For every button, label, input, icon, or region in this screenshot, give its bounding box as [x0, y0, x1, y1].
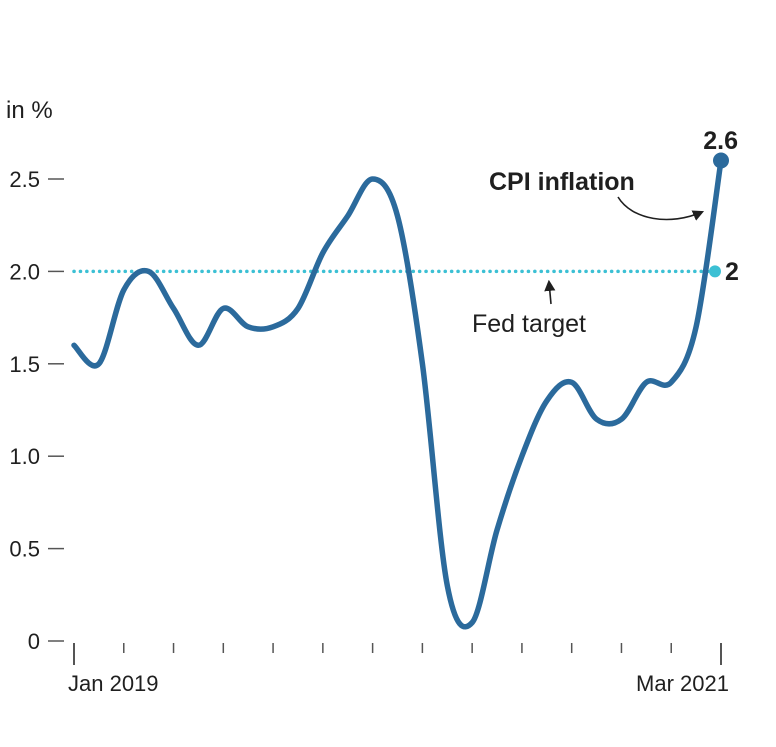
series-label: CPI inflation	[489, 168, 635, 196]
reference-label: Fed target	[472, 310, 586, 338]
cpi-end-dot	[713, 152, 729, 169]
y-tick-label: 2.0	[9, 259, 40, 284]
end-value-label: 2.6	[703, 127, 738, 155]
y-tick-label: 0.5	[9, 537, 40, 562]
target-value-label: 2	[725, 258, 739, 286]
x-tick-label-end: Mar 2021	[636, 671, 729, 696]
y-tick-label: 1.0	[9, 444, 40, 469]
x-axis: Jan 2019 Mar 2021	[68, 643, 729, 696]
y-tick-label: 0	[28, 629, 40, 654]
reference-label-arrow	[544, 279, 556, 305]
x-tick-label-start: Jan 2019	[68, 671, 159, 696]
fed-target-end-dot	[709, 265, 721, 278]
y-axis: 0 0.5 1.0 1.5 2.0 2.5	[9, 167, 64, 654]
y-tick-label: 2.5	[9, 167, 40, 192]
cpi-inflation-line	[71, 157, 724, 630]
series-label-arrow	[617, 196, 705, 221]
y-unit-label: in %	[6, 97, 53, 124]
y-tick-label: 1.5	[9, 352, 40, 377]
